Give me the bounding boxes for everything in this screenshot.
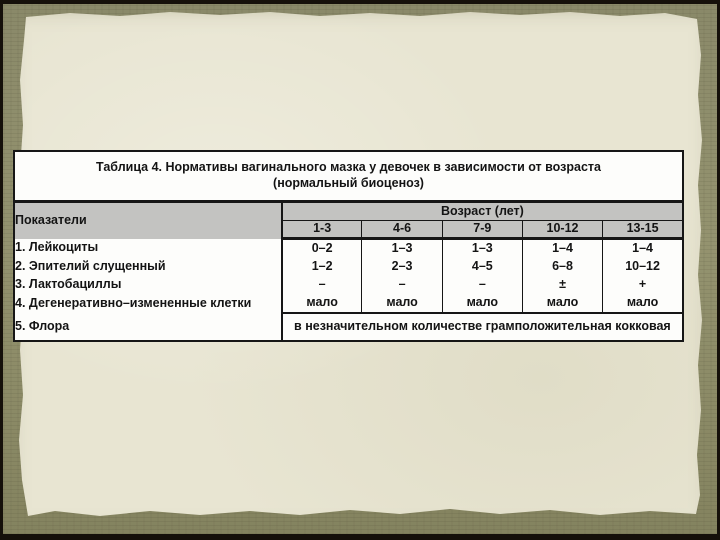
table-title-line1: Таблица 4. Нормативы вагинального мазка … [96, 160, 601, 175]
cell-value: – [441, 276, 523, 294]
cell-value: ± [521, 276, 603, 294]
cell-value: 10–12 [602, 258, 683, 276]
table-title-row: Таблица 4. Нормативы вагинального мазка … [14, 151, 683, 203]
cell-value: мало [441, 294, 523, 314]
cell-value: 1–4 [602, 238, 683, 258]
vaginal-smear-norms-table: Таблица 4. Нормативы вагинального мазка … [13, 150, 684, 342]
cell-value: 0–2 [281, 238, 362, 258]
table-header-age-row: 1-3 4-6 7-9 10-12 13-15 [14, 220, 683, 240]
header-age-1-3: 1-3 [281, 220, 362, 240]
table-row-lactobacilli: 3. Лактобациллы – – – ± + [14, 276, 683, 294]
cell-value: мало [602, 294, 683, 314]
table-row-epithelium: 2. Эпителий слущенный 1–2 2–3 4–5 6–8 10… [14, 258, 683, 276]
table-row-degenerative-cells: 4. Дегенеративно–измененные клетки мало … [14, 294, 683, 314]
table-header-row: Показатели Возраст (лет) [14, 201, 683, 239]
cell-value: 1–3 [361, 238, 443, 258]
table-row-leukocytes: 1. Лейкоциты 0–2 1–3 1–3 1–4 1–4 [14, 238, 683, 258]
cell-value: 1–4 [521, 238, 603, 258]
header-age-13-15: 13-15 [602, 220, 683, 240]
cell-value: 1–3 [441, 238, 523, 258]
header-age-10-12: 10-12 [521, 220, 603, 240]
row-label: 2. Эпителий слущенный [14, 258, 283, 276]
flora-merged-value: в незначительном количестве грамположите… [280, 313, 683, 341]
table-title: Таблица 4. Нормативы вагинального мазка … [14, 151, 683, 203]
cell-value: 6–8 [521, 258, 603, 276]
header-indicators: Показатели [14, 201, 283, 239]
cell-value: мало [521, 294, 603, 314]
row-label: 5. Флора [14, 313, 283, 341]
cell-value: 2–3 [361, 258, 443, 276]
cell-value: 1–2 [281, 258, 362, 276]
header-age-7-9: 7-9 [441, 220, 523, 240]
cell-value: – [361, 276, 443, 294]
table-row-flora: 5. Флора в незначительном количестве гра… [14, 313, 683, 341]
header-age-4-6: 4-6 [361, 220, 443, 240]
row-label: 4. Дегенеративно–измененные клетки [14, 294, 283, 313]
table-title-line2: (нормальный биоценоз) [273, 176, 424, 190]
row-label: 3. Лактобациллы [14, 276, 283, 294]
cell-value: 4–5 [441, 258, 523, 276]
cell-value: мало [281, 294, 362, 314]
row-label: 1. Лейкоциты [14, 238, 283, 258]
header-age-group: Возраст (лет) [281, 201, 683, 221]
cell-value: мало [361, 294, 443, 314]
cell-value: + [602, 276, 683, 294]
cell-value: – [281, 276, 362, 294]
